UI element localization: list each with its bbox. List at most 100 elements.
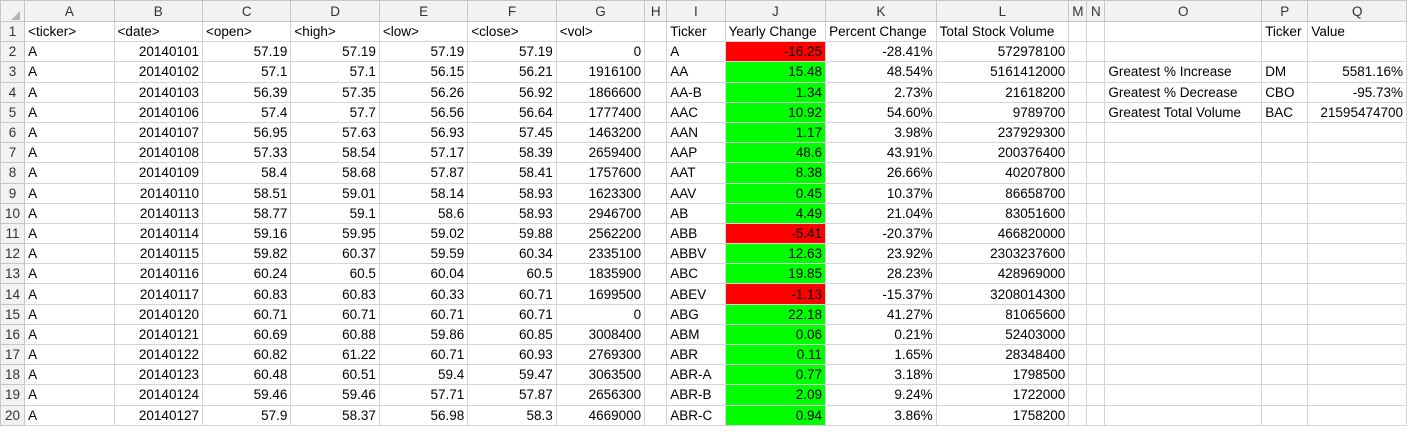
cell-C9[interactable]: 58.51 xyxy=(201,182,292,204)
cell-N7[interactable] xyxy=(1086,142,1106,164)
cell-E1[interactable]: <low> xyxy=(378,20,469,43)
cell-M18[interactable] xyxy=(1068,364,1088,386)
cell-P8[interactable] xyxy=(1261,162,1309,184)
cell-G16[interactable]: 3008400 xyxy=(555,323,646,346)
cell-M17[interactable] xyxy=(1068,343,1088,366)
cell-M9[interactable] xyxy=(1068,182,1088,204)
cell-A13[interactable]: A xyxy=(24,263,115,285)
cell-A4[interactable]: A xyxy=(24,81,115,103)
cell-F4[interactable]: 56.92 xyxy=(467,81,557,103)
cell-P13[interactable] xyxy=(1261,263,1309,285)
row-header[interactable]: 17 xyxy=(0,343,26,366)
cell-A11[interactable]: A xyxy=(24,222,115,245)
row-header[interactable]: 10 xyxy=(0,202,26,224)
cell-J7[interactable]: 48.6 xyxy=(724,142,827,164)
cell-J3[interactable]: 15.48 xyxy=(724,61,827,83)
cell-C6[interactable]: 56.95 xyxy=(201,121,292,144)
cell-A2[interactable]: A xyxy=(24,41,115,63)
cell-L3[interactable]: 5161412000 xyxy=(935,61,1070,83)
cell-A15[interactable]: A xyxy=(24,303,115,325)
cell-N4[interactable] xyxy=(1086,81,1106,103)
cell-G3[interactable]: 1916100 xyxy=(555,61,646,83)
cell-M1[interactable] xyxy=(1068,20,1088,43)
cell-C2[interactable]: 57.19 xyxy=(201,41,292,63)
cell-E15[interactable]: 60.71 xyxy=(378,303,469,325)
column-header-H[interactable]: H xyxy=(644,0,668,22)
cell-D14[interactable]: 60.83 xyxy=(290,283,380,305)
cell-L9[interactable]: 86658700 xyxy=(935,182,1070,204)
cell-Q12[interactable] xyxy=(1307,243,1407,265)
column-header-C[interactable]: C xyxy=(201,0,292,22)
cell-N14[interactable] xyxy=(1086,283,1106,305)
cell-P1[interactable]: Ticker xyxy=(1261,20,1309,43)
cell-H11[interactable] xyxy=(644,222,668,245)
cell-Q7[interactable] xyxy=(1307,142,1407,164)
column-header-P[interactable]: P xyxy=(1261,0,1309,22)
cell-N20[interactable] xyxy=(1086,404,1106,426)
cell-J20[interactable]: 0.94 xyxy=(724,404,827,426)
cell-E6[interactable]: 56.93 xyxy=(378,121,469,144)
cell-J4[interactable]: 1.34 xyxy=(724,81,827,103)
cell-D13[interactable]: 60.5 xyxy=(290,263,380,285)
cell-J6[interactable]: 1.17 xyxy=(724,121,827,144)
cell-F16[interactable]: 60.85 xyxy=(467,323,557,346)
cell-D6[interactable]: 57.63 xyxy=(290,121,380,144)
cell-C13[interactable]: 60.24 xyxy=(201,263,292,285)
cell-G5[interactable]: 1777400 xyxy=(555,101,646,123)
cell-P20[interactable] xyxy=(1261,404,1309,426)
cell-E4[interactable]: 56.26 xyxy=(378,81,469,103)
cell-I19[interactable]: ABR-B xyxy=(666,384,726,406)
cell-J11[interactable]: -5.41 xyxy=(724,222,827,245)
cell-L20[interactable]: 1758200 xyxy=(935,404,1070,426)
cell-H1[interactable] xyxy=(644,20,668,43)
cell-P9[interactable] xyxy=(1261,182,1309,204)
cell-A18[interactable]: A xyxy=(24,364,115,386)
cell-B6[interactable]: 20140107 xyxy=(113,121,203,144)
cell-F17[interactable]: 60.93 xyxy=(467,343,557,366)
cell-L17[interactable]: 28348400 xyxy=(935,343,1070,366)
cell-C17[interactable]: 60.82 xyxy=(201,343,292,366)
cell-G7[interactable]: 2659400 xyxy=(555,142,646,164)
cell-K18[interactable]: 3.18% xyxy=(825,364,937,386)
cell-E16[interactable]: 59.86 xyxy=(378,323,469,346)
cell-E3[interactable]: 56.15 xyxy=(378,61,469,83)
cell-B13[interactable]: 20140116 xyxy=(113,263,203,285)
cell-A16[interactable]: A xyxy=(24,323,115,346)
cell-O17[interactable] xyxy=(1104,343,1263,366)
cell-L1[interactable]: Total Stock Volume xyxy=(935,20,1070,43)
cell-Q10[interactable] xyxy=(1307,202,1407,224)
cell-G15[interactable]: 0 xyxy=(555,303,646,325)
cell-B14[interactable]: 20140117 xyxy=(113,283,203,305)
cell-I16[interactable]: ABM xyxy=(666,323,726,346)
cell-N6[interactable] xyxy=(1086,121,1106,144)
cell-L19[interactable]: 1722000 xyxy=(935,384,1070,406)
cell-O19[interactable] xyxy=(1104,384,1263,406)
row-header[interactable]: 6 xyxy=(0,121,26,144)
cell-L15[interactable]: 81065600 xyxy=(935,303,1070,325)
cell-L6[interactable]: 237929300 xyxy=(935,121,1070,144)
row-header[interactable]: 14 xyxy=(0,283,26,305)
cell-L16[interactable]: 52403000 xyxy=(935,323,1070,346)
cell-B8[interactable]: 20140109 xyxy=(113,162,203,184)
cell-J19[interactable]: 2.09 xyxy=(724,384,827,406)
row-header[interactable]: 12 xyxy=(0,243,26,265)
cell-O11[interactable] xyxy=(1104,222,1263,245)
cell-K5[interactable]: 54.60% xyxy=(825,101,937,123)
cell-H10[interactable] xyxy=(644,202,668,224)
cell-M12[interactable] xyxy=(1068,243,1088,265)
cell-B10[interactable]: 20140113 xyxy=(113,202,203,224)
cell-D7[interactable]: 58.54 xyxy=(290,142,380,164)
cell-O16[interactable] xyxy=(1104,323,1263,346)
cell-K1[interactable]: Percent Change xyxy=(825,20,937,43)
cell-K6[interactable]: 3.98% xyxy=(825,121,937,144)
cell-P14[interactable] xyxy=(1261,283,1309,305)
cell-G11[interactable]: 2562200 xyxy=(555,222,646,245)
cell-A12[interactable]: A xyxy=(24,243,115,265)
cell-E2[interactable]: 57.19 xyxy=(378,41,469,63)
cell-F14[interactable]: 60.71 xyxy=(467,283,557,305)
column-header-F[interactable]: F xyxy=(467,0,557,22)
cell-P16[interactable] xyxy=(1261,323,1309,346)
cell-I4[interactable]: AA-B xyxy=(666,81,726,103)
cell-A10[interactable]: A xyxy=(24,202,115,224)
cell-E13[interactable]: 60.04 xyxy=(378,263,469,285)
